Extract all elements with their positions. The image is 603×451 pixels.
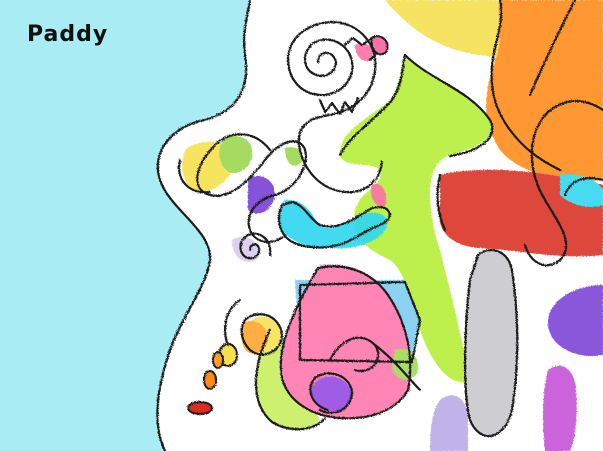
- artwork-caption: Paddy: [27, 22, 109, 47]
- pink-small: [355, 43, 373, 62]
- cyan-right: [560, 174, 603, 207]
- orange-shape: [486, 0, 603, 182]
- purple-piece: [248, 175, 275, 214]
- grey-shape: [465, 250, 518, 437]
- stepping-dots: [187, 343, 238, 415]
- ink-outlines: [156, 0, 603, 451]
- orange-patch: [241, 320, 268, 354]
- green-loop: [219, 136, 253, 174]
- lilac-small: [232, 236, 259, 262]
- purple-shape: [547, 285, 603, 356]
- pink-drop: [371, 183, 387, 207]
- green-small: [285, 147, 303, 166]
- lilac-shape: [430, 395, 468, 451]
- magenta-shape: [543, 365, 577, 451]
- red-ring: [370, 35, 389, 56]
- green-patch: [392, 348, 419, 380]
- purple-spiral-fill: [311, 376, 352, 412]
- lime-shape: [339, 55, 492, 382]
